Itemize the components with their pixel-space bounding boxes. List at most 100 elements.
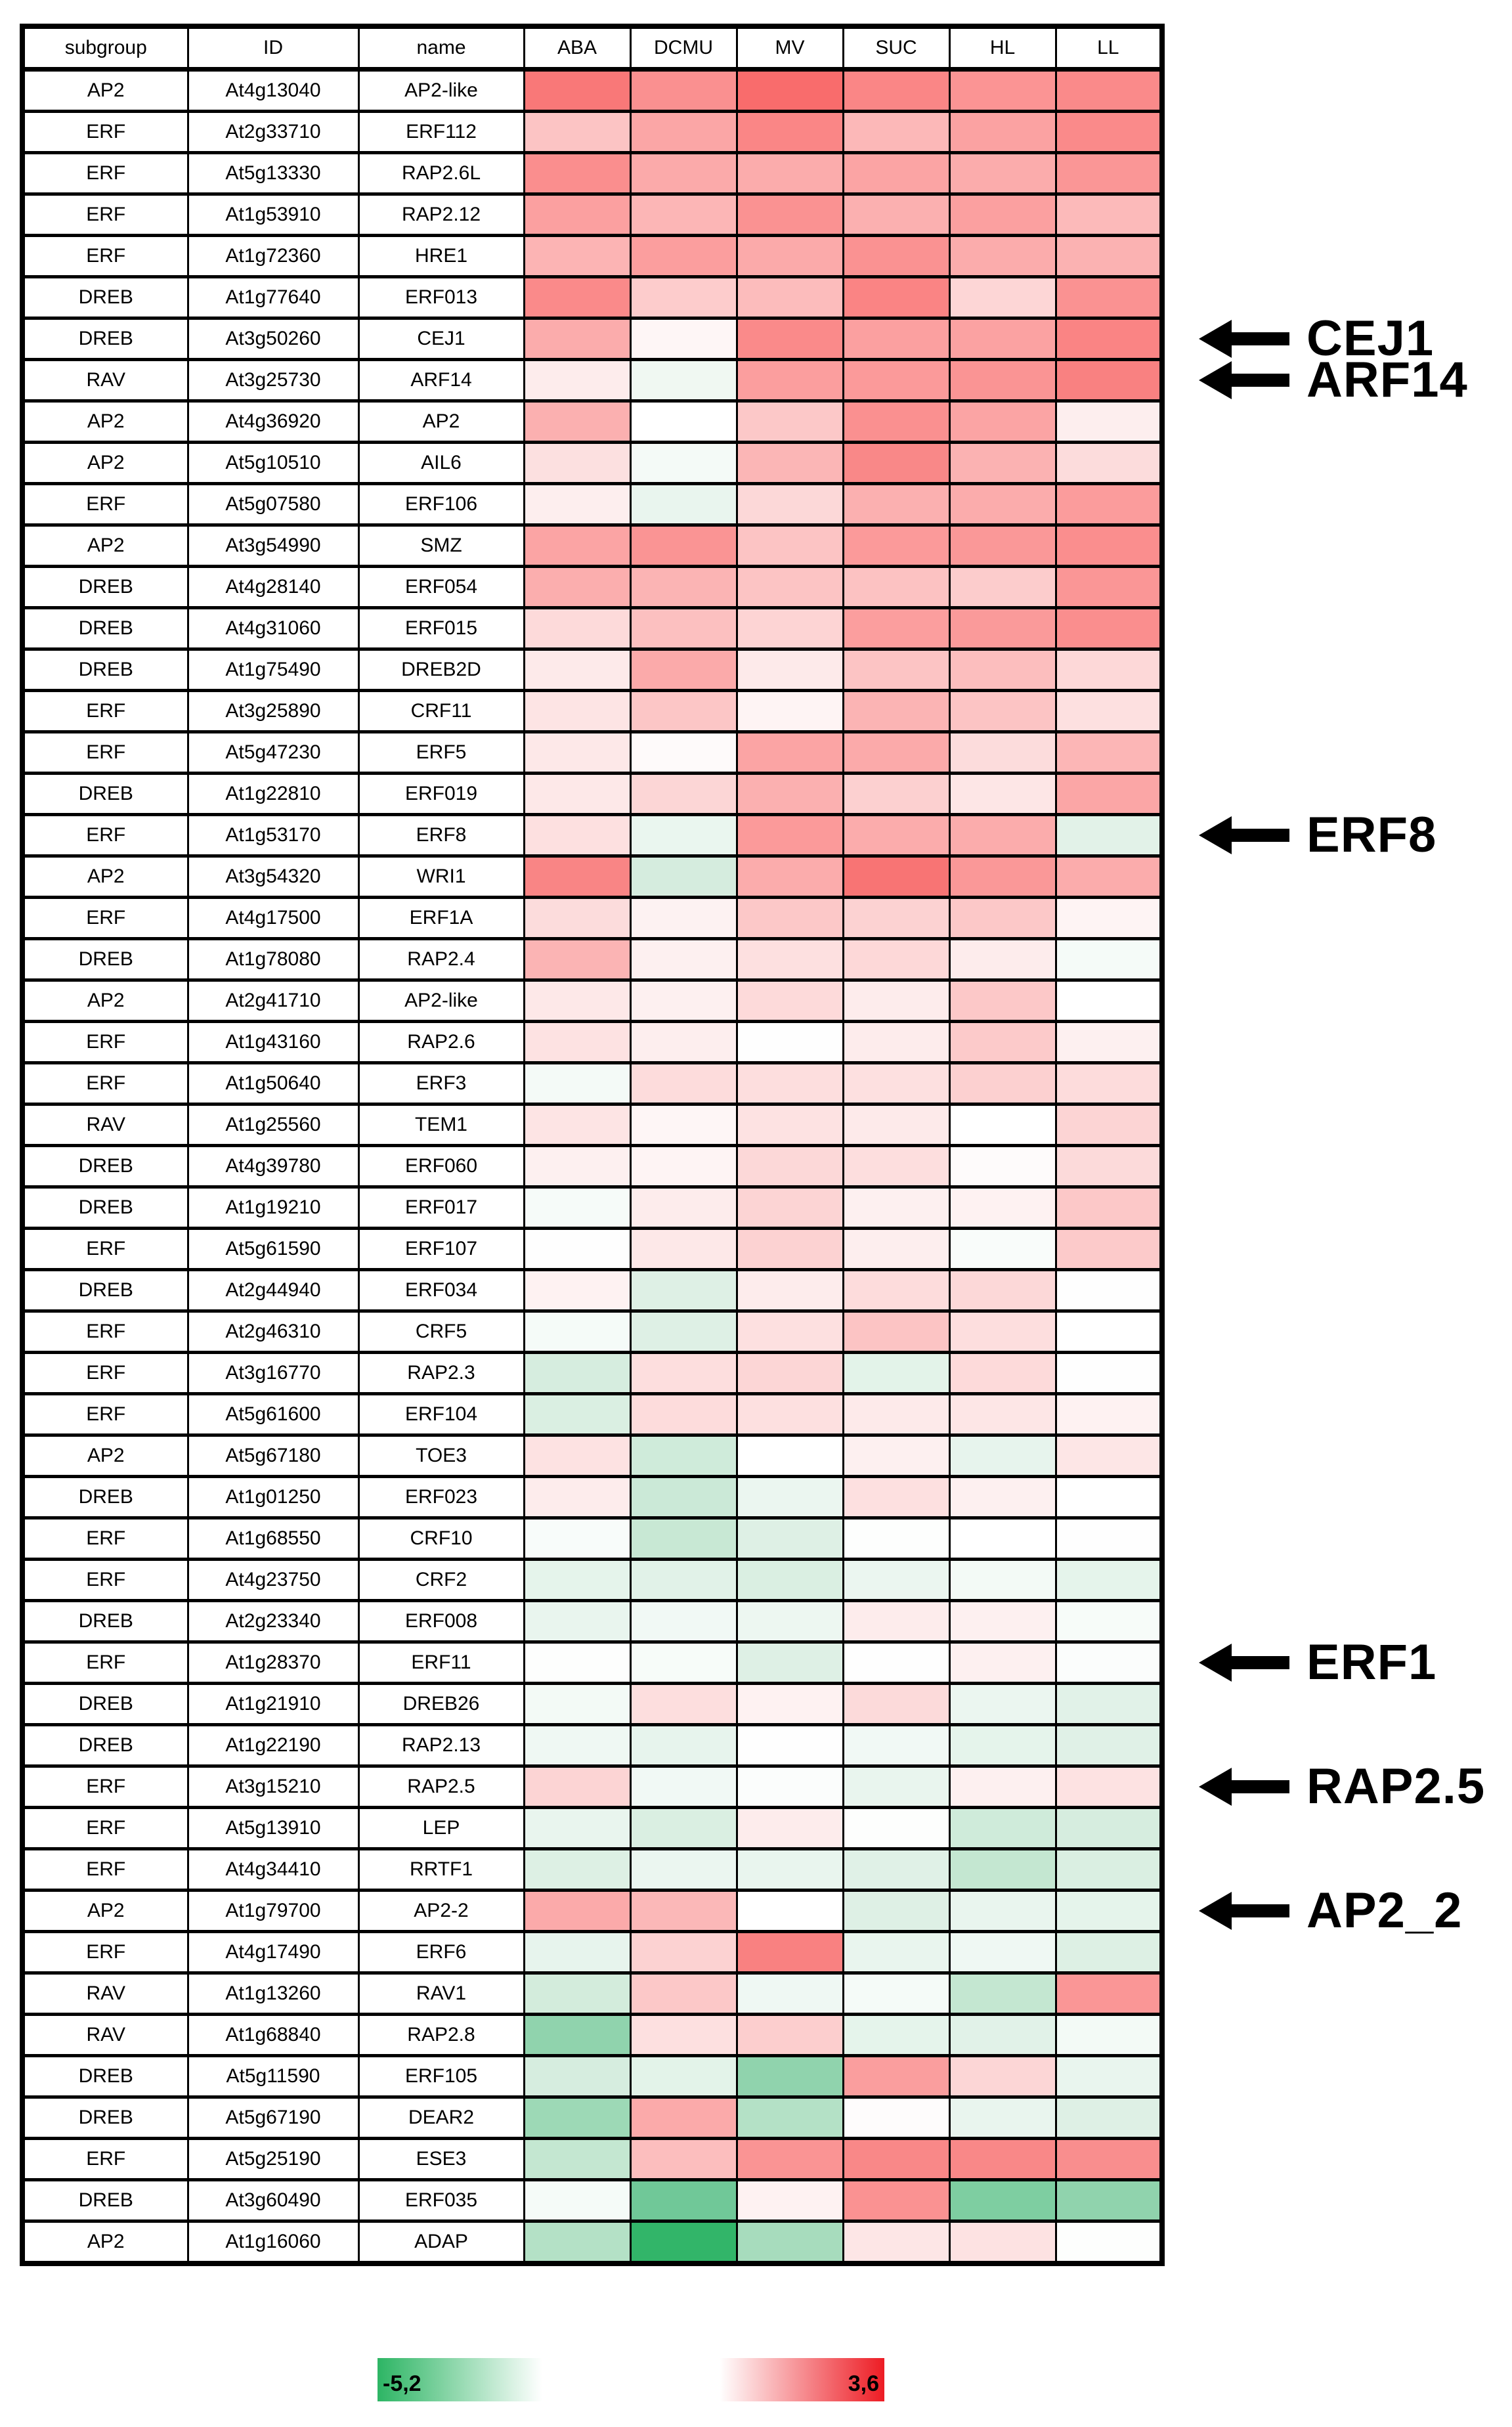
table-row: ERF At4g17490 ERF6 (21, 1930, 1163, 1975)
heatmap-cell-hl (948, 1227, 1057, 1271)
heatmap-cell-dcmu (629, 1475, 738, 1520)
heatmap-cell-dcmu (629, 647, 738, 692)
heatmap-cell-dcmu (629, 730, 738, 775)
gene-name-cell: ERF105 (357, 2054, 525, 2099)
heatmap-cell-ll (1054, 854, 1163, 899)
heatmap-cell-hl (948, 896, 1057, 940)
heatmap-cell-suc (842, 1889, 951, 1933)
heatmap-cell-suc (842, 1516, 951, 1561)
heatmap-cell-mv (735, 234, 844, 278)
table-row: ERF At3g25890 CRF11 (21, 689, 1163, 733)
table-row: AP2 At3g54990 SMZ (21, 523, 1163, 568)
table-row: ERF At2g46310 CRF5 (21, 1309, 1163, 1354)
gene-id-cell: At2g44940 (186, 1268, 360, 1313)
heatmap-cell-suc (842, 317, 951, 361)
heatmap-cell-suc (842, 1723, 951, 1768)
table-row: AP2 At2g41710 AP2-like (21, 978, 1163, 1023)
heatmap-cell-aba (523, 2219, 632, 2265)
heatmap-cell-ll (1054, 1061, 1163, 1106)
left-arrow-icon (1199, 361, 1289, 399)
table-row: DREB At2g23340 ERF008 (21, 1599, 1163, 1644)
subgroup-cell: ERF (21, 1764, 189, 1809)
heatmap-cell-hl (948, 68, 1057, 113)
table-row: AP2 At5g67180 TOE3 (21, 1433, 1163, 1478)
table-row: DREB At2g44940 ERF034 (21, 1268, 1163, 1313)
gene-id-cell: At3g16770 (186, 1351, 360, 1395)
table-row: RAV At1g25560 TEM1 (21, 1103, 1163, 1147)
subgroup-cell: ERF (21, 1930, 189, 1975)
gene-id-cell: At1g22190 (186, 1723, 360, 1768)
heatmap-cell-aba (523, 1227, 632, 1271)
heatmap-cell-suc (842, 606, 951, 651)
heatmap-cell-mv (735, 813, 844, 858)
gene-name-cell: ARF14 (357, 358, 525, 403)
heatmap-cell-ll (1054, 1764, 1163, 1809)
heatmap-cell-ll (1054, 1558, 1163, 1602)
gene-name-cell: CRF11 (357, 689, 525, 733)
table-row: ERF At3g15210 RAP2.5 (21, 1764, 1163, 1809)
heatmap-cell-dcmu (629, 2054, 738, 2099)
table-row: ERF At5g13910 LEP (21, 1806, 1163, 1850)
heatmap-cell-mv (735, 896, 844, 940)
subgroup-cell: ERF (21, 730, 189, 775)
heatmap-cell-aba (523, 689, 632, 733)
heatmap-cell-aba (523, 813, 632, 858)
table-row: AP2 At4g13040 AP2-like (21, 68, 1163, 113)
heatmap-cell-mv (735, 1558, 844, 1602)
heatmap-cell-hl (948, 1475, 1057, 1520)
gene-name-cell: ERF015 (357, 606, 525, 651)
heatmap-cell-mv (735, 1103, 844, 1147)
heatmap-cell-aba (523, 565, 632, 609)
heatmap-cell-aba (523, 2054, 632, 2099)
heatmap-cell-ll (1054, 2095, 1163, 2140)
gene-id-cell: At3g50260 (186, 317, 360, 361)
heatmap-cell-mv (735, 978, 844, 1023)
heatmap-cell-aba (523, 937, 632, 982)
gene-id-cell: At1g77640 (186, 275, 360, 320)
gene-id-cell: At4g17500 (186, 896, 360, 940)
gene-name-cell: ERF017 (357, 1185, 525, 1230)
gene-name-cell: ERF3 (357, 1061, 525, 1106)
table-row: AP2 At1g16060 ADAP (21, 2219, 1163, 2265)
heatmap-cell-mv (735, 1020, 844, 1064)
heatmap-cell-aba (523, 2137, 632, 2181)
heatmap-cell-ll (1054, 730, 1163, 775)
heatmap-cell-ll (1054, 1227, 1163, 1271)
heatmap-cell-aba (523, 1640, 632, 1685)
heatmap-cell-suc (842, 1144, 951, 1189)
heatmap-cell-ll (1054, 565, 1163, 609)
table-row: DREB At3g60490 ERF035 (21, 2178, 1163, 2223)
gene-id-cell: At5g61590 (186, 1227, 360, 1271)
heatmap-cell-ll (1054, 68, 1163, 113)
table-row: AP2 At4g36920 AP2 (21, 399, 1163, 444)
heatmap-cell-dcmu (629, 1889, 738, 1933)
heatmap-cell-suc (842, 1433, 951, 1478)
heatmap-cell-dcmu (629, 1351, 738, 1395)
heatmap-cell-hl (948, 1889, 1057, 1933)
subgroup-cell: AP2 (21, 68, 189, 113)
heatmap-cell-aba (523, 606, 632, 651)
annotation-label: ERF1 (1307, 1634, 1437, 1690)
heatmap-cell-suc (842, 2054, 951, 2099)
heatmap-cell-mv (735, 1682, 844, 1726)
heatmap-cell-aba (523, 275, 632, 320)
heatmap-cell-aba (523, 1475, 632, 1520)
heatmap-cell-hl (948, 1806, 1057, 1850)
heatmap-cell-dcmu (629, 854, 738, 899)
subgroup-cell: ERF (21, 689, 189, 733)
heatmap-cell-hl (948, 151, 1057, 196)
gene-id-cell: At2g46310 (186, 1309, 360, 1354)
gene-id-cell: At1g79700 (186, 1889, 360, 1933)
heatmap-cell-ll (1054, 317, 1163, 361)
column-header-aba: ABA (523, 24, 632, 72)
table-row: DREB At1g75490 DREB2D (21, 647, 1163, 692)
gene-id-cell: At5g11590 (186, 2054, 360, 2099)
header-row: subgroup ID name ABA DCMU MV SUC HL LL (21, 24, 1163, 72)
row-annotation: ERF1 (1198, 1638, 1436, 1688)
heatmap-cell-ll (1054, 1392, 1163, 1437)
heatmap-cell-mv (735, 523, 844, 568)
heatmap-cell-dcmu (629, 2178, 738, 2223)
heatmap-cell-ll (1054, 1971, 1163, 2016)
heatmap-cell-suc (842, 441, 951, 485)
column-header-name: name (357, 24, 525, 72)
